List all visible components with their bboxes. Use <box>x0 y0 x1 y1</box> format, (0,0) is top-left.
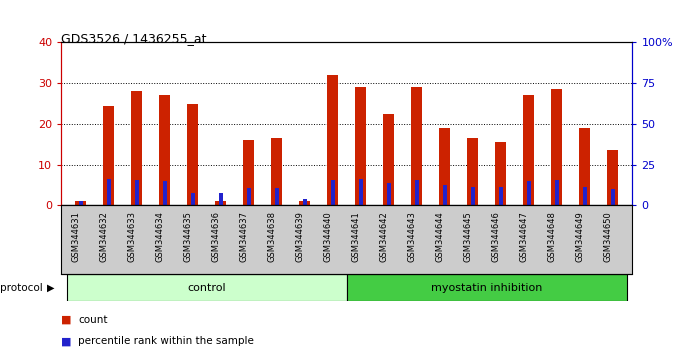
Bar <box>103 105 114 205</box>
Bar <box>271 138 282 205</box>
Bar <box>471 187 475 205</box>
Bar <box>443 185 447 205</box>
Bar <box>523 96 534 205</box>
Bar <box>495 142 507 205</box>
Bar <box>275 188 279 205</box>
Bar <box>243 140 254 205</box>
Bar <box>611 189 615 205</box>
Text: GSM344650: GSM344650 <box>604 211 613 262</box>
Bar <box>135 180 139 205</box>
Bar <box>555 180 559 205</box>
Text: GSM344640: GSM344640 <box>324 211 333 262</box>
Bar <box>215 201 226 205</box>
Text: GSM344633: GSM344633 <box>128 211 137 262</box>
Text: GSM344646: GSM344646 <box>492 211 500 262</box>
Text: GSM344645: GSM344645 <box>464 211 473 262</box>
Text: GSM344641: GSM344641 <box>352 211 361 262</box>
Bar <box>330 180 335 205</box>
Bar <box>387 183 391 205</box>
Bar <box>551 89 562 205</box>
Text: percentile rank within the sample: percentile rank within the sample <box>78 336 254 346</box>
Bar <box>607 150 618 205</box>
Text: control: control <box>188 282 226 293</box>
Text: GSM344636: GSM344636 <box>211 211 221 262</box>
Text: protocol: protocol <box>0 282 43 293</box>
Text: GSM344632: GSM344632 <box>100 211 109 262</box>
Bar <box>79 201 83 205</box>
Bar <box>303 199 307 205</box>
Bar <box>415 180 419 205</box>
Text: GSM344631: GSM344631 <box>72 211 81 262</box>
Bar <box>219 193 223 205</box>
Text: GSM344638: GSM344638 <box>268 211 277 262</box>
Text: GSM344648: GSM344648 <box>548 211 557 262</box>
Text: ▶: ▶ <box>47 282 54 293</box>
Text: GDS3526 / 1436255_at: GDS3526 / 1436255_at <box>61 33 207 45</box>
Text: ■: ■ <box>61 315 71 325</box>
Bar <box>107 179 111 205</box>
Bar <box>411 87 422 205</box>
Bar <box>75 201 86 205</box>
Bar <box>467 138 479 205</box>
Bar <box>358 179 363 205</box>
Text: ■: ■ <box>61 336 71 346</box>
Text: GSM344642: GSM344642 <box>380 211 389 262</box>
Bar <box>327 75 339 205</box>
Bar <box>527 181 531 205</box>
Bar <box>247 188 251 205</box>
Bar <box>355 87 367 205</box>
Text: GSM344635: GSM344635 <box>184 211 193 262</box>
Text: GSM344637: GSM344637 <box>240 211 249 262</box>
Text: GSM344639: GSM344639 <box>296 211 305 262</box>
Bar <box>384 114 394 205</box>
Bar <box>299 201 310 205</box>
Bar <box>583 187 587 205</box>
Bar <box>67 274 347 301</box>
Text: GSM344634: GSM344634 <box>156 211 165 262</box>
Bar <box>163 181 167 205</box>
Bar <box>579 128 590 205</box>
Bar <box>131 91 142 205</box>
Text: GSM344644: GSM344644 <box>436 211 445 262</box>
Bar <box>187 104 199 205</box>
Text: count: count <box>78 315 107 325</box>
Text: GSM344649: GSM344649 <box>576 211 585 262</box>
Bar <box>498 187 503 205</box>
Bar <box>159 96 171 205</box>
Bar <box>347 274 627 301</box>
Text: myostatin inhibition: myostatin inhibition <box>431 282 543 293</box>
Text: GSM344643: GSM344643 <box>408 211 417 262</box>
Bar <box>190 193 195 205</box>
Text: GSM344647: GSM344647 <box>520 211 529 262</box>
Bar <box>439 128 450 205</box>
